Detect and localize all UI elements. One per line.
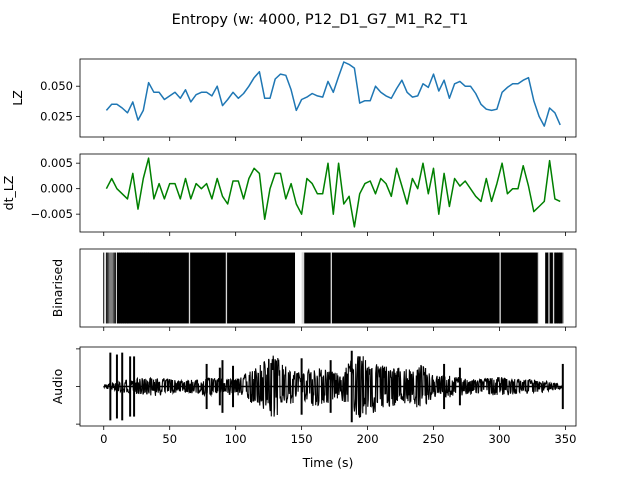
x-tick-label: 50	[162, 432, 177, 446]
panel-dt_lz: −0.005 0.000 0.005 dt_LZ	[1, 153, 577, 236]
panel-lz: 0.025 0.050 LZ	[10, 58, 577, 141]
binary-gap	[225, 252, 228, 324]
x-tick-label: 200	[357, 432, 379, 446]
binary-gap	[552, 252, 555, 324]
binary-gap	[297, 252, 305, 324]
x-tick-label: 300	[489, 432, 511, 446]
y-tick-label-dt_lz: 0.005	[40, 156, 73, 170]
y-axis-label-audio: Audio	[50, 369, 65, 405]
x-tick-label: 250	[423, 432, 445, 446]
series-line-dt_lz	[105, 157, 561, 228]
binary-gap	[548, 252, 550, 324]
x-tick-label: 0	[100, 432, 107, 446]
panels: 0.025 0.050 LZ −0.005 0.000 0.005 dt_LZ Binaris…	[1, 58, 577, 446]
binary-dense-block	[116, 252, 296, 324]
y-axis-label-dt_lz: dt_LZ	[1, 176, 16, 211]
binary-gap	[537, 252, 545, 324]
binary-gap	[499, 252, 501, 324]
y-tick-label-dt_lz: −0.005	[30, 207, 73, 221]
x-tick-label: 150	[291, 432, 313, 446]
plot-area-dt_lz	[105, 157, 561, 228]
y-axis-label-binarised: Binarised	[50, 259, 65, 317]
y-tick-label-lz: 0.050	[40, 79, 73, 93]
y-tick-label-lz: 0.025	[40, 109, 73, 123]
panel-audio: 0 50 100 150 200 250 300 350 Audio	[50, 346, 576, 446]
plot-area-binarised	[103, 252, 564, 324]
x-tick-label: 350	[554, 432, 576, 446]
binary-gap	[188, 252, 191, 324]
series-line-lz	[105, 61, 561, 127]
panel-frame-dt_lz	[79, 153, 577, 233]
x-axis-label: Time (s)	[302, 455, 354, 470]
x-tick-label: 100	[225, 432, 247, 446]
panel-binarised: Binarised	[50, 248, 577, 331]
binary-gap	[330, 252, 332, 324]
binary-dense-block	[301, 252, 540, 324]
audio-waveform	[103, 355, 564, 418]
chart-title: Entropy (w: 4000, P12_D1_G7_M1_R2_T1	[172, 12, 469, 28]
y-axis-label-lz: LZ	[10, 90, 25, 106]
plot-area-audio	[103, 350, 564, 423]
panel-frame-lz	[79, 58, 577, 138]
plot-area-lz	[105, 61, 561, 127]
panel-frame-binarised	[79, 248, 577, 328]
y-tick-label-dt_lz: 0.000	[40, 182, 73, 196]
